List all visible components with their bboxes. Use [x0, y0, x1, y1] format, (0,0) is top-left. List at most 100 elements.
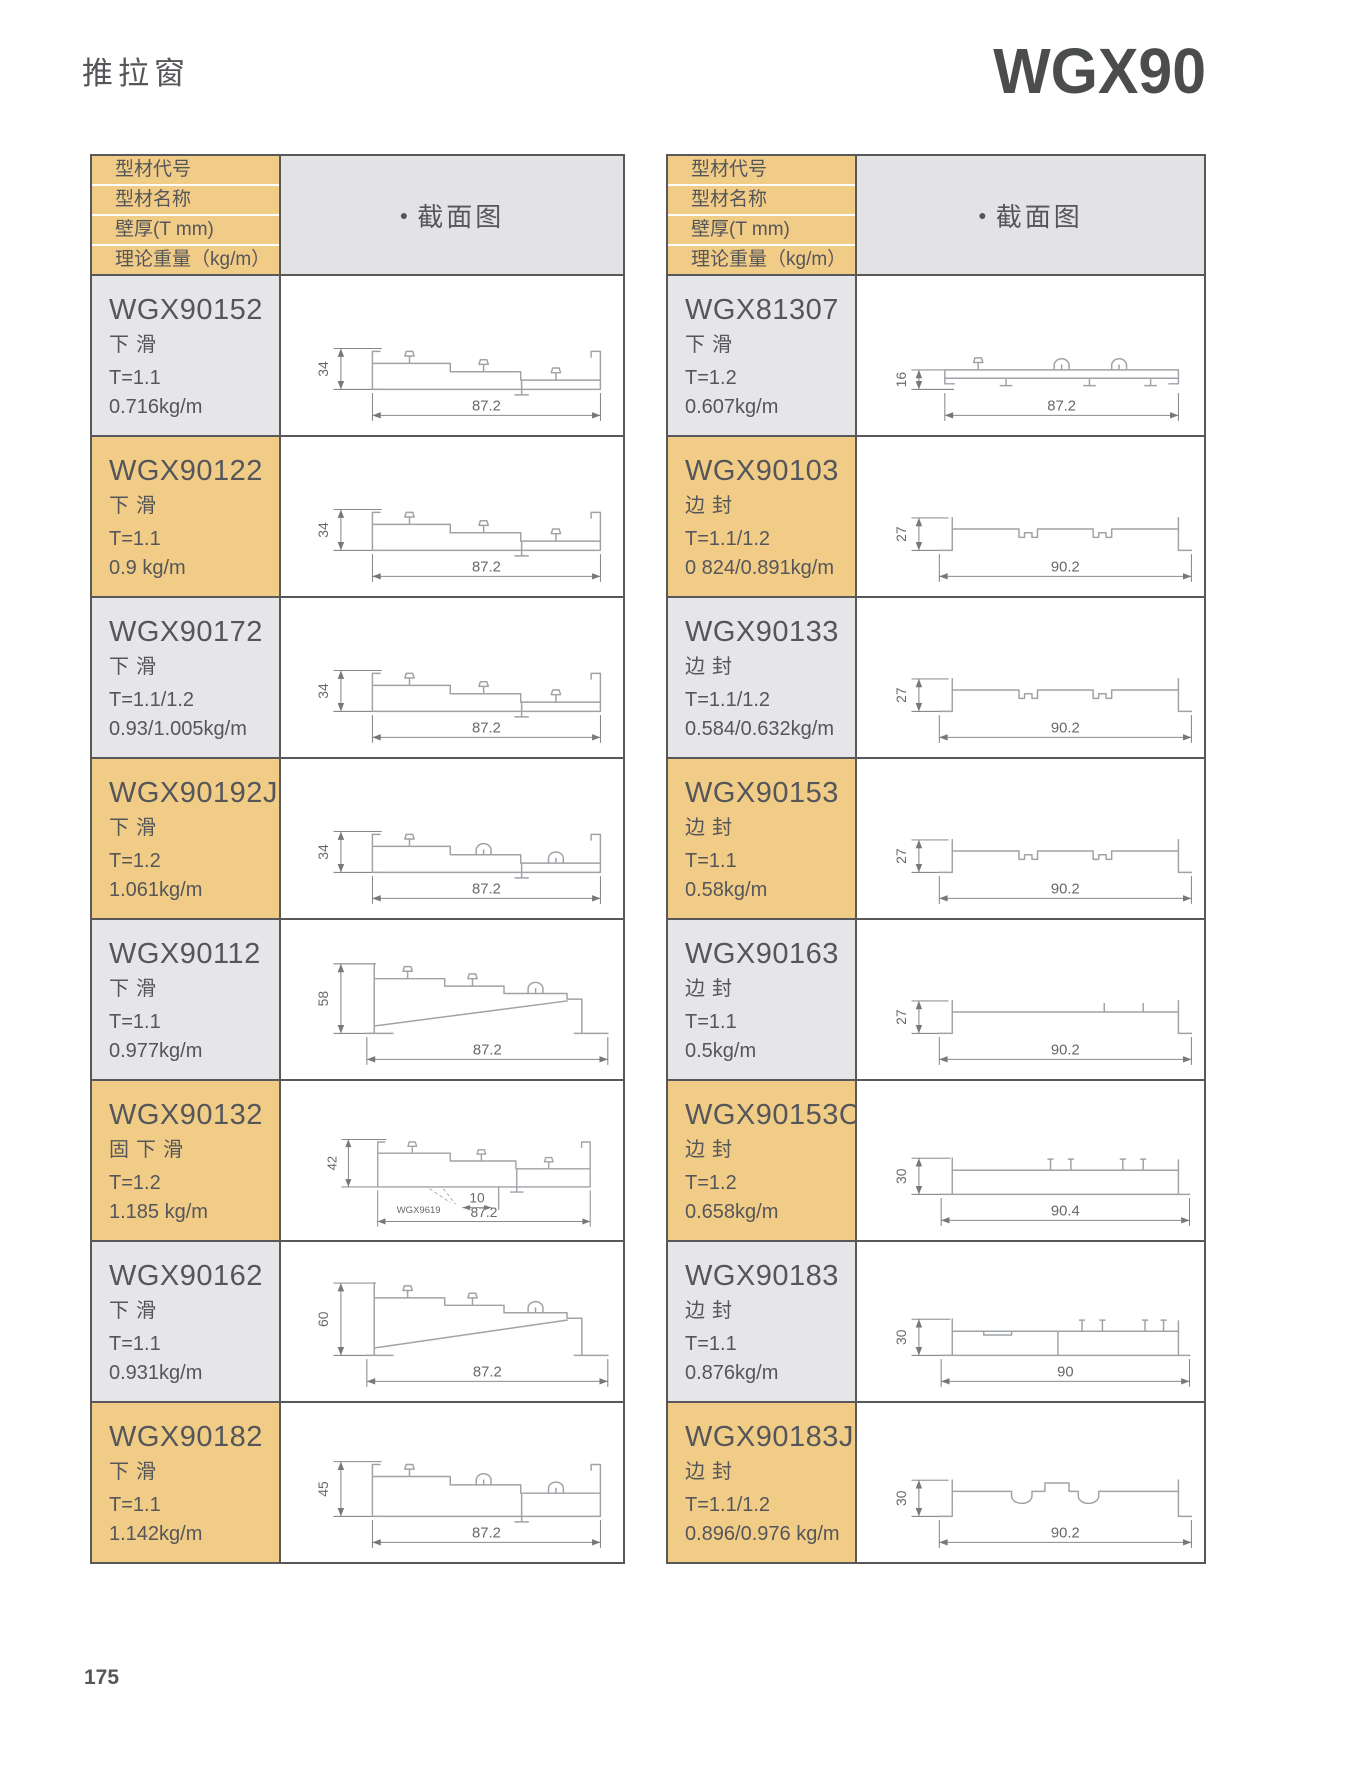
profile-weight: 0.58kg/m — [685, 879, 768, 901]
profile-weight: 0.658kg/m — [685, 1201, 779, 1223]
header-label-thickness: 壁厚(T mm) — [92, 216, 279, 246]
profile-name: 下滑 — [109, 978, 163, 1000]
profile-info-cell: WGX90132 固下滑 T=1.2 1.185 kg/m — [92, 1081, 279, 1240]
svg-text:87.2: 87.2 — [473, 1364, 502, 1380]
profile-weight: 0.716kg/m — [109, 396, 203, 418]
svg-text:45: 45 — [315, 1481, 331, 1497]
profile-info-cell: WGX90163 边封 T=1.1 0.5kg/m — [668, 920, 855, 1079]
table-header: 型材代号 型材名称 壁厚(T mm) 理论重量（kg/m） ● 截面图 — [92, 156, 623, 276]
profile-weight: 0.896/0.976 kg/m — [685, 1523, 840, 1545]
svg-text:42: 42 — [324, 1155, 339, 1169]
profile-name: 下滑 — [109, 1300, 163, 1322]
profile-thickness: T=1.1/1.2 — [685, 1494, 771, 1516]
section-drawing-label: 截面图 — [995, 201, 1083, 232]
profile-thickness: T=1.2 — [109, 850, 161, 872]
profile-info-cell: WGX90183 边封 T=1.1 0.876kg/m — [668, 1242, 855, 1401]
header-label-code: 型材代号 — [668, 156, 855, 186]
header-label-name: 型材名称 — [668, 186, 855, 216]
table-row: WGX90153 边封 T=1.1 0.58kg/m 27 90.2 — [668, 759, 1204, 920]
section-drawing: 16 87.2 — [855, 276, 1204, 435]
profile-code: WGX90133 — [685, 616, 839, 648]
profile-weight: 0 824/0.891kg/m — [685, 557, 834, 579]
svg-text:87.2: 87.2 — [472, 398, 501, 414]
table-row: WGX90163 边封 T=1.1 0.5kg/m 27 90.2 — [668, 920, 1204, 1081]
table-row: WGX90133 边封 T=1.1/1.2 0.584/0.632kg/m 27… — [668, 598, 1204, 759]
profile-code: WGX90162 — [109, 1260, 263, 1292]
profile-thickness: T=1.1 — [109, 1494, 161, 1516]
rows-right: WGX81307 下滑 T=1.2 0.607kg/m 16 87.2 WGX90… — [668, 276, 1204, 1562]
table-row: WGX90132 固下滑 T=1.2 1.185 kg/m 42 87.2 WGX9… — [92, 1081, 623, 1242]
profile-info-cell: WGX90122 下滑 T=1.1 0.9 kg/m — [92, 437, 279, 596]
header-label-weight: 理论重量（kg/m） — [92, 246, 279, 274]
profile-name: 下滑 — [109, 495, 163, 517]
section-drawing: 34 87.2 — [279, 759, 623, 918]
rows-left: WGX90152 下滑 T=1.1 0.716kg/m 34 87.2 WGX90… — [92, 276, 623, 1562]
profile-code: WGX90153 — [685, 777, 839, 809]
profile-thickness: T=1.1 — [109, 1333, 161, 1355]
profile-name: 边封 — [685, 656, 739, 678]
section-drawing: 45 87.2 — [279, 1403, 623, 1562]
page-title: 推拉窗 — [82, 56, 190, 91]
svg-text:90.2: 90.2 — [1051, 1525, 1080, 1541]
profile-info-cell: WGX90112 下滑 T=1.1 0.977kg/m — [92, 920, 279, 1079]
svg-text:34: 34 — [315, 521, 331, 537]
svg-text:58: 58 — [315, 990, 331, 1006]
svg-text:87.2: 87.2 — [471, 1204, 498, 1220]
profile-name: 下滑 — [109, 1461, 163, 1483]
section-drawing: 30 90 — [855, 1242, 1204, 1401]
table-row: WGX90183 边封 T=1.1 0.876kg/m 30 90 — [668, 1242, 1204, 1403]
section-drawing: 58 87.2 — [279, 920, 623, 1079]
profile-code: WGX90122 — [109, 455, 263, 487]
header-label-thickness: 壁厚(T mm) — [668, 216, 855, 246]
profile-code: WGX90103 — [685, 455, 839, 487]
series-title: WGX90 — [993, 35, 1206, 107]
table-header: 型材代号 型材名称 壁厚(T mm) 理论重量（kg/m） ● 截面图 — [668, 156, 1204, 276]
profile-thickness: T=1.1 — [685, 850, 737, 872]
profile-table-left: 型材代号 型材名称 壁厚(T mm) 理论重量（kg/m） ● 截面图 WGX9… — [90, 154, 625, 1564]
profile-weight: 0.977kg/m — [109, 1040, 203, 1062]
section-drawing: 42 87.2 WGX9619 10 — [279, 1081, 623, 1240]
svg-text:16: 16 — [893, 371, 909, 387]
profile-info-cell: WGX90183JXB 边封 T=1.1/1.2 0.896/0.976 kg/… — [668, 1403, 894, 1562]
svg-text:10: 10 — [469, 1189, 485, 1205]
svg-text:90.4: 90.4 — [1051, 1203, 1080, 1219]
svg-text:WGX9619: WGX9619 — [397, 1204, 441, 1215]
profile-thickness: T=1.2 — [685, 367, 737, 389]
table-row: WGX90153CYL 边封 T=1.2 0.658kg/m 30 90.4 — [668, 1081, 1204, 1242]
profile-thickness: T=1.1 — [109, 1011, 161, 1033]
profile-name: 固下滑 — [109, 1139, 190, 1161]
table-row: WGX90122 下滑 T=1.1 0.9 kg/m 34 87.2 — [92, 437, 623, 598]
svg-text:27: 27 — [893, 1009, 909, 1025]
profile-code: WGX90183JXB — [685, 1421, 894, 1453]
profile-thickness: T=1.2 — [109, 1172, 161, 1194]
profile-thickness: T=1.1 — [109, 528, 161, 550]
svg-text:30: 30 — [893, 1490, 909, 1506]
svg-text:90.2: 90.2 — [1051, 559, 1080, 575]
section-drawing: 27 90.2 — [855, 437, 1204, 596]
profile-info-cell: WGX90172 下滑 T=1.1/1.2 0.93/1.005kg/m — [92, 598, 279, 757]
svg-text:30: 30 — [893, 1168, 909, 1184]
svg-text:90: 90 — [1057, 1364, 1073, 1380]
profile-weight: 0.584/0.632kg/m — [685, 718, 834, 740]
section-drawing: 34 87.2 — [279, 598, 623, 757]
svg-text:27: 27 — [893, 687, 909, 703]
header-label-code: 型材代号 — [92, 156, 279, 186]
svg-text:87.2: 87.2 — [472, 559, 501, 575]
profile-name: 下滑 — [109, 817, 163, 839]
svg-text:27: 27 — [893, 848, 909, 864]
profile-info-cell: WGX90153 边封 T=1.1 0.58kg/m — [668, 759, 855, 918]
profile-code: WGX90192JX — [109, 777, 298, 809]
table-row: WGX90152 下滑 T=1.1 0.716kg/m 34 87.2 — [92, 276, 623, 437]
svg-text:27: 27 — [893, 526, 909, 542]
profile-weight: 1.061kg/m — [109, 879, 203, 901]
profile-name: 边封 — [685, 978, 739, 1000]
profile-info-cell: WGX90133 边封 T=1.1/1.2 0.584/0.632kg/m — [668, 598, 855, 757]
profile-info-cell: WGX90152 下滑 T=1.1 0.716kg/m — [92, 276, 279, 435]
profile-thickness: T=1.1 — [685, 1011, 737, 1033]
bullet-icon: ● — [399, 207, 409, 223]
header-label-weight: 理论重量（kg/m） — [668, 246, 855, 274]
profile-info-cell: WGX81307 下滑 T=1.2 0.607kg/m — [668, 276, 855, 435]
section-drawing: 30 90.2 — [855, 1403, 1204, 1562]
profile-weight: 0.93/1.005kg/m — [109, 718, 247, 740]
